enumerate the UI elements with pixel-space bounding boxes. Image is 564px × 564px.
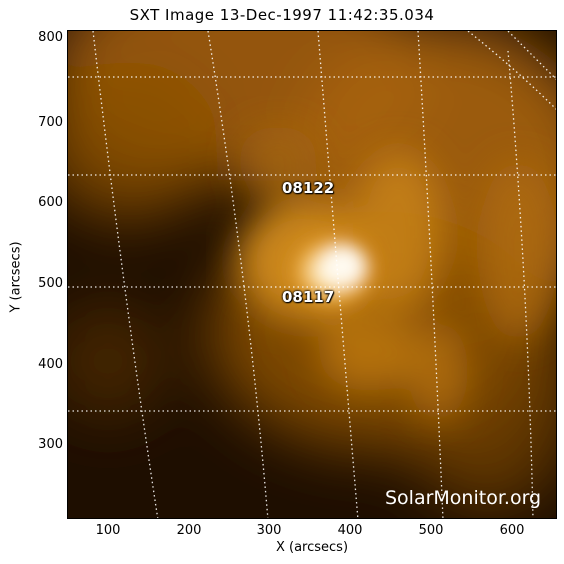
image-title: SXT Image 13-Dec-1997 11:42:35.034 — [129, 6, 435, 24]
x-tick-label: 500 — [418, 523, 444, 538]
y-axis-label: Y (arcsecs) — [8, 241, 24, 313]
x-axis-label: X (arcsecs) — [275, 540, 349, 555]
x-tick-label: 200 — [176, 523, 202, 538]
x-tick-label: 600 — [499, 523, 525, 538]
y-tick-label: 600 — [38, 195, 63, 210]
x-tick-label: 300 — [256, 523, 282, 538]
y-tick-label: 400 — [38, 357, 63, 372]
y-tick-label: 700 — [38, 115, 63, 130]
solar-image-frame — [67, 30, 557, 519]
active-region-label: 08122 — [282, 179, 335, 197]
x-tick-label: 400 — [337, 523, 363, 538]
active-region-label: 08117 — [282, 288, 335, 306]
y-tick-label: 800 — [38, 30, 63, 45]
y-tick-label: 300 — [38, 437, 63, 452]
y-tick-label: 500 — [38, 276, 63, 291]
credit-watermark: SolarMonitor.org — [385, 487, 542, 509]
x-tick-label: 100 — [95, 523, 121, 538]
solar-xray-image — [68, 31, 556, 518]
